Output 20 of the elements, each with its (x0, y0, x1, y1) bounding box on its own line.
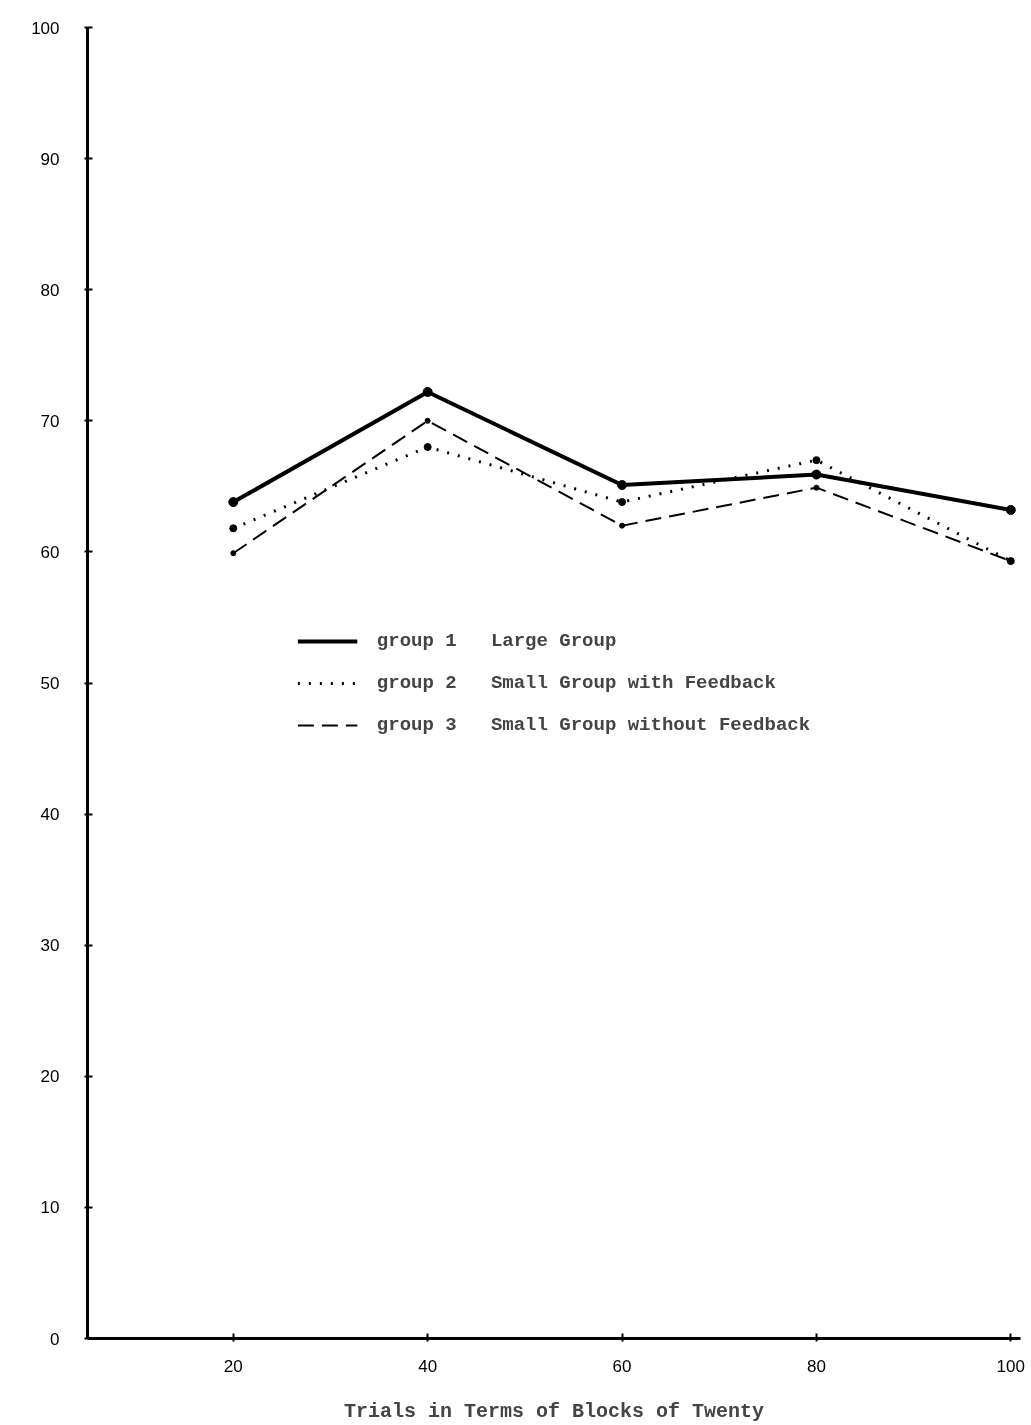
y-tick-label: 100 (31, 18, 60, 38)
legend-label: group 1 Large Group (376, 629, 617, 652)
x-tick-label: 80 (806, 1356, 826, 1376)
y-tick-label: 70 (40, 411, 60, 431)
y-tick-label: 90 (40, 149, 60, 169)
y-tick-label: 60 (40, 542, 60, 562)
x-axis-title: Trials in Terms of Blocks of Twenty (343, 1399, 765, 1423)
x-tick-label: 40 (418, 1356, 438, 1376)
legend-label: group 3 Small Group without Feedback (376, 713, 811, 736)
y-tick-label: 10 (40, 1198, 60, 1218)
y-tick-label: 50 (40, 674, 60, 693)
x-tick-label: 100 (996, 1356, 1025, 1376)
x-tick-label: 60 (612, 1356, 632, 1376)
legend-label: group 2 Small Group with Feedback (376, 671, 776, 694)
y-tick-label: 20 (40, 1067, 60, 1087)
y-tick-label: 30 (40, 936, 60, 956)
x-tick-label: 20 (223, 1356, 243, 1376)
y-tick-label: 0 (50, 1329, 60, 1349)
y-tick-label: 40 (40, 805, 60, 825)
y-tick-label: 80 (40, 280, 60, 300)
